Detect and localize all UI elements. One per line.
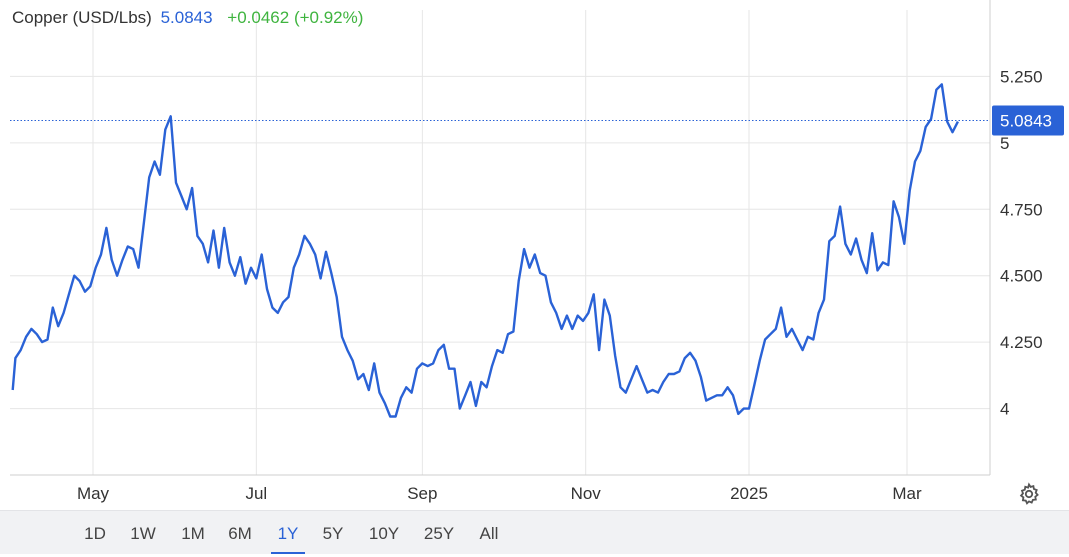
period-button-5y[interactable]: 5Y [322,524,344,543]
period-button-all[interactable]: All [479,524,499,543]
x-tick-label: Nov [571,484,602,503]
axis-ticks: 5.250 5 4.750 4.500 4.250 4 May Jul Sep Nov 2025 Ma… [77,67,1043,503]
period-selector: 1D 1W 1M 6M 1Y 5Y 10Y 25Y All [0,510,1069,554]
x-tick-label: May [77,484,110,503]
chart-header: Copper (USD/Lbs) 5.0843 +0.0462 (+0.92%) [12,8,363,28]
gear-icon[interactable] [1017,482,1041,506]
price-chart[interactable]: 5.250 5 4.750 4.500 4.250 4 May Jul Sep Nov 2025 Ma… [0,0,1069,510]
period-button-25y[interactable]: 25Y [423,524,455,543]
period-button-1m[interactable]: 1M [181,524,205,543]
period-button-1w[interactable]: 1W [130,524,156,543]
last-price-tag-label: 5.0843 [1000,111,1052,130]
x-tick-label: Sep [407,484,437,503]
x-tick-label: 2025 [730,484,768,503]
x-tick-label: Jul [245,484,267,503]
y-tick-label: 4.750 [1000,200,1043,219]
current-price: 5.0843 [160,8,213,27]
period-button-1d[interactable]: 1D [84,524,106,543]
y-tick-label: 4.500 [1000,267,1043,286]
period-button-6m[interactable]: 6M [228,524,252,543]
y-tick-label: 5 [1000,134,1009,153]
last-price-tag-bg [992,105,1064,136]
y-tick-label: 4 [1000,400,1009,419]
chart-grid [10,10,990,475]
copper-price-line [11,83,959,418]
price-change: +0.0462 (+0.92%) [227,8,364,27]
x-tick-label: Mar [892,484,922,503]
chart-title: Copper (USD/Lbs) [12,8,152,27]
last-price-tag: 5.0843 [992,105,1064,136]
period-button-1y[interactable]: 1Y [271,511,305,554]
y-tick-label: 4.250 [1000,333,1043,352]
y-tick-label: 5.250 [1000,67,1043,86]
period-button-10y[interactable]: 10Y [368,524,400,543]
